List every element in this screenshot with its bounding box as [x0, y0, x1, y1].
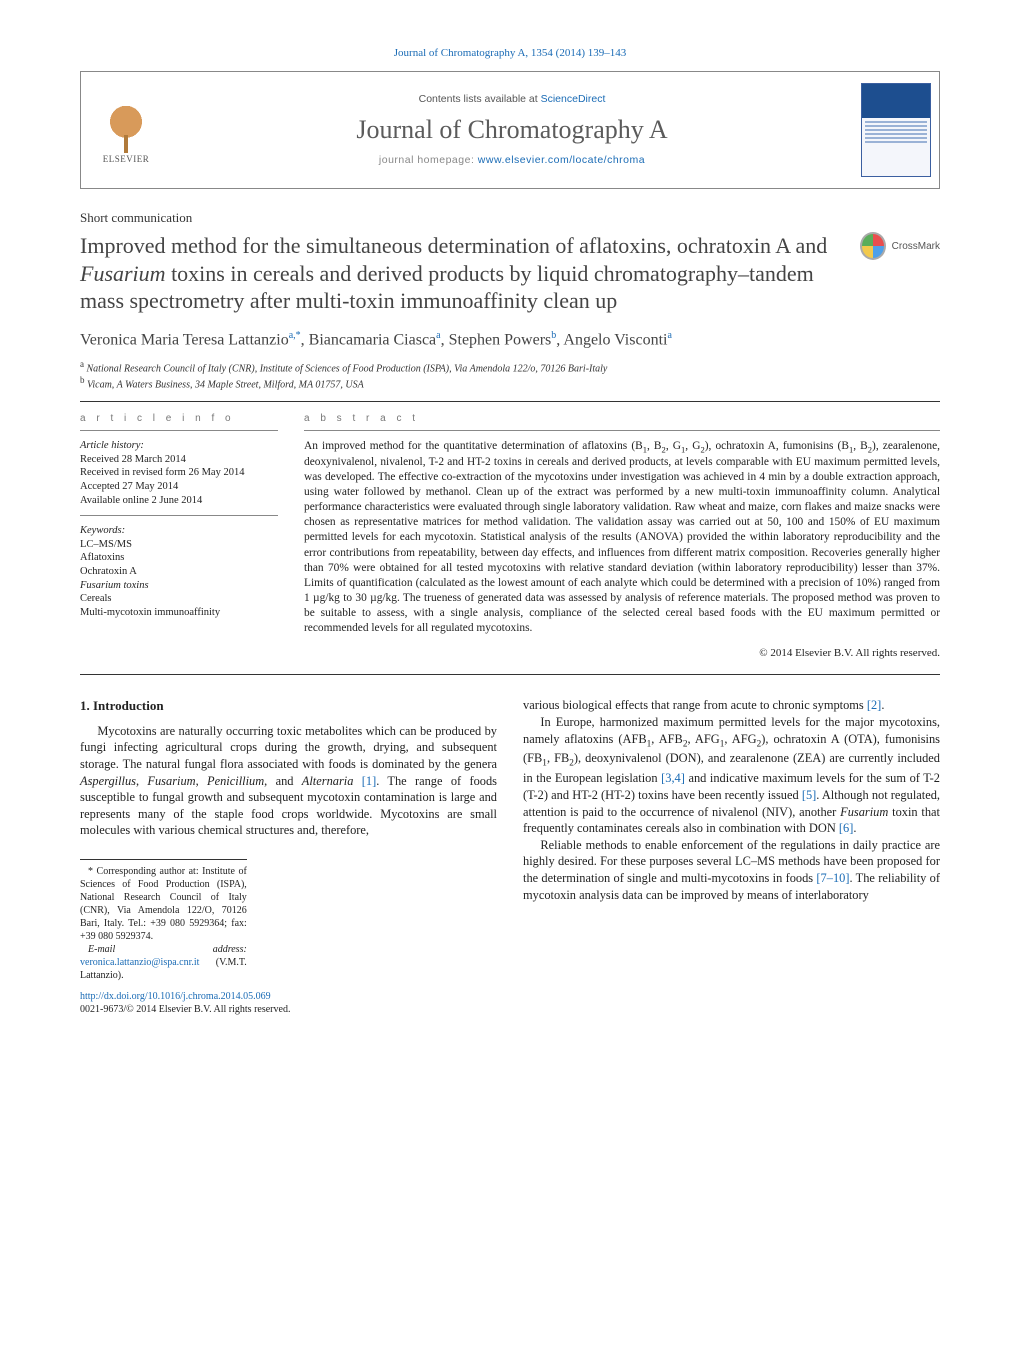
running-head: Journal of Chromatography A, 1354 (2014)…: [80, 46, 940, 61]
keyword-4: Fusarium toxins: [80, 579, 278, 593]
journal-name: Journal of Chromatography A: [356, 112, 667, 147]
journal-header-box: ELSEVIER Contents lists available at Sci…: [80, 71, 940, 189]
authors: Veronica Maria Teresa Lattanzioa,*, Bian…: [80, 329, 940, 351]
contents-available-line: Contents lists available at ScienceDirec…: [419, 92, 606, 106]
contents-prefix: Contents lists available at: [419, 93, 541, 105]
history-received: Received 28 March 2014: [80, 453, 278, 467]
keyword-3: Ochratoxin A: [80, 565, 278, 579]
intro-p3: In Europe, harmonized maximum permitted …: [523, 714, 940, 837]
elsevier-tree-icon: [102, 105, 150, 153]
keyword-1: LC–MS/MS: [80, 538, 278, 552]
corr-author-text: * Corresponding author at: Institute of …: [80, 865, 247, 943]
rule-info-1: [80, 430, 278, 431]
doi-block: http://dx.doi.org/10.1016/j.chroma.2014.…: [80, 990, 497, 1017]
history-accepted: Accepted 27 May 2014: [80, 480, 278, 494]
journal-homepage-link[interactable]: www.elsevier.com/locate/chroma: [478, 154, 645, 166]
keywords-head: Keywords:: [80, 524, 278, 538]
rule-abs: [304, 430, 940, 431]
article-info-column: a r t i c l e i n f o Article history: R…: [80, 412, 278, 660]
history-revised: Received in revised form 26 May 2014: [80, 466, 278, 480]
publisher-name: ELSEVIER: [103, 153, 150, 165]
intro-p4: Reliable methods to enable enforcement o…: [523, 837, 940, 903]
sciencedirect-link[interactable]: ScienceDirect: [541, 93, 606, 105]
rule-below-abstract: [80, 674, 940, 675]
rule-above-info: [80, 401, 940, 402]
publisher-logo-cell: ELSEVIER: [81, 72, 171, 188]
corr-email-link[interactable]: veronica.lattanzio@ispa.cnr.it: [80, 957, 199, 968]
article-type: Short communication: [80, 209, 940, 227]
crossmark-icon: [860, 232, 886, 260]
corresponding-author-footnote: * Corresponding author at: Institute of …: [80, 859, 247, 982]
running-head-link[interactable]: Journal of Chromatography A, 1354 (2014)…: [394, 47, 627, 59]
abstract-label: a b s t r a c t: [304, 412, 940, 425]
keyword-6: Multi-mycotoxin immunoaffinity: [80, 606, 278, 620]
affiliations: a National Research Council of Italy (CN…: [80, 359, 940, 392]
body-two-column: 1. Introduction Mycotoxins are naturally…: [80, 697, 940, 1016]
section-heading-intro: 1. Introduction: [80, 697, 497, 714]
rule-info-2: [80, 515, 278, 516]
email-label: E-mail address:: [88, 944, 247, 955]
keyword-2: Aflatoxins: [80, 551, 278, 565]
abstract-text: An improved method for the quantitative …: [304, 439, 940, 636]
crossmark-label: CrossMark: [892, 240, 940, 254]
intro-p1: Mycotoxins are naturally occurring toxic…: [80, 723, 497, 839]
corr-email-line: E-mail address: veronica.lattanzio@ispa.…: [80, 943, 247, 982]
doi-link[interactable]: http://dx.doi.org/10.1016/j.chroma.2014.…: [80, 991, 271, 1002]
article-title: Improved method for the simultaneous det…: [80, 232, 844, 315]
journal-cover-thumb: [861, 83, 931, 177]
abstract-column: a b s t r a c t An improved method for t…: [304, 412, 940, 660]
journal-header-center: Contents lists available at ScienceDirec…: [171, 72, 853, 188]
abstract-copyright: © 2014 Elsevier B.V. All rights reserved…: [304, 646, 940, 661]
intro-p2: various biological effects that range fr…: [523, 697, 940, 714]
article-history-head: Article history:: [80, 439, 278, 453]
history-online: Available online 2 June 2014: [80, 494, 278, 508]
keyword-5: Cereals: [80, 592, 278, 606]
issn-copyright: 0021-9673/© 2014 Elsevier B.V. All right…: [80, 1004, 290, 1015]
affiliation-b: b Vicam, A Waters Business, 34 Maple Str…: [80, 375, 940, 391]
journal-homepage-line: journal homepage: www.elsevier.com/locat…: [379, 153, 645, 167]
journal-cover-cell: [853, 72, 939, 188]
crossmark-widget[interactable]: CrossMark: [860, 232, 940, 260]
affiliation-a: a National Research Council of Italy (CN…: [80, 359, 940, 375]
article-info-label: a r t i c l e i n f o: [80, 412, 278, 426]
homepage-prefix: journal homepage:: [379, 154, 478, 166]
elsevier-logo: ELSEVIER: [95, 95, 157, 165]
